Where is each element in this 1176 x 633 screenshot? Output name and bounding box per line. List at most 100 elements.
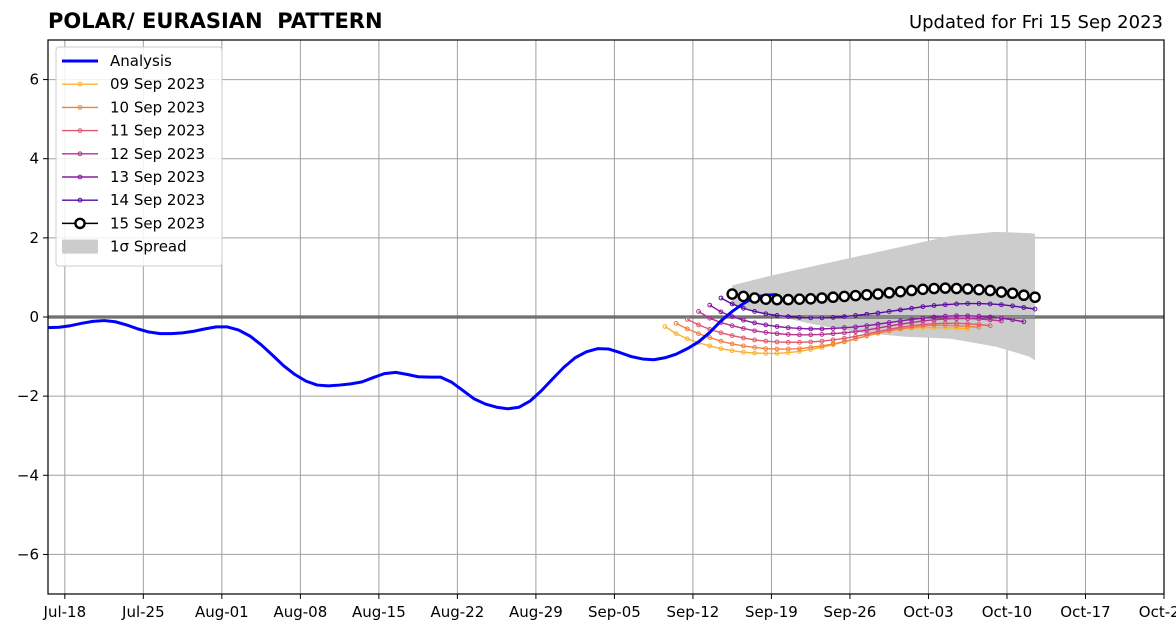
forecast-point: [752, 345, 758, 350]
forecast-point: [797, 339, 802, 345]
forecast-point: [707, 343, 713, 349]
forecast-point: [774, 339, 780, 345]
forecast-point: [740, 305, 746, 311]
forecast-point: [718, 295, 724, 301]
current-forecast-point: [827, 291, 839, 304]
x-tick-label: Sep-19: [745, 603, 798, 621]
current-forecast-point: [849, 289, 862, 302]
forecast-point: [942, 313, 948, 319]
updated-date-label: Updated for Fri 15 Sep 2023: [908, 12, 1163, 33]
forecast-point: [931, 317, 937, 323]
legend-label: 10 Sep 2023: [110, 98, 205, 116]
forecast-point: [954, 316, 959, 321]
forecast-point: [673, 331, 679, 337]
current-forecast-point: [973, 283, 985, 296]
forecast-point: [1032, 306, 1038, 312]
current-forecast-point: [760, 293, 772, 305]
forecast-point: [830, 331, 836, 337]
forecast-point: [841, 335, 847, 341]
current-forecast-point: [961, 283, 974, 295]
forecast-point: [729, 348, 735, 354]
y-tick-label: 0: [29, 308, 39, 326]
forecast-point: [875, 321, 881, 327]
x-tick-label: Oct-17: [1060, 603, 1110, 621]
forecast-point: [808, 315, 814, 321]
current-forecast-point: [816, 292, 828, 304]
forecast-point: [718, 338, 724, 344]
current-forecast-point: [726, 288, 738, 300]
forecast-point: [886, 320, 892, 325]
forecast-point: [718, 346, 724, 352]
forecast-point: [774, 351, 780, 356]
current-forecast-point: [793, 293, 806, 305]
forecast-line: [698, 310, 1002, 336]
forecast-line: [709, 304, 1024, 330]
forecast-point: [752, 328, 758, 334]
current-forecast-point: [928, 282, 940, 295]
forecast-point: [718, 330, 724, 336]
forecast-point: [965, 316, 971, 321]
x-tick-label: Aug-08: [273, 603, 327, 621]
forecast-point: [886, 326, 892, 332]
forecast-point: [841, 325, 847, 331]
forecast-point: [841, 330, 847, 336]
forecast-point: [797, 349, 802, 354]
forecast-point: [987, 323, 993, 329]
chart-title: POLAR/ EURASIAN PATTERN: [48, 9, 383, 33]
forecast-point: [696, 322, 701, 328]
forecast-line: [720, 297, 1036, 319]
forecast-point: [684, 326, 690, 332]
current-forecast-point: [872, 288, 884, 300]
legend-swatch-marker: [77, 151, 83, 157]
forecast-point: [763, 311, 769, 317]
current-forecast-point: [917, 283, 929, 296]
forecast-point: [808, 332, 814, 338]
forecast-point: [774, 324, 780, 329]
legend-swatch-marker: [77, 174, 83, 180]
forecast-point: [707, 315, 713, 321]
forecast-point: [998, 315, 1004, 321]
legend-label: 12 Sep 2023: [110, 145, 205, 163]
forecast-point: [853, 313, 858, 318]
forecast-point: [954, 313, 959, 319]
forecast-point: [909, 323, 915, 329]
current-forecast-point: [939, 282, 952, 294]
forecast-point: [976, 301, 982, 306]
forecast-point: [965, 321, 971, 327]
forecast-point: [1021, 305, 1027, 310]
current-forecast-point: [1017, 289, 1030, 302]
forecast-point: [853, 324, 858, 330]
forecast-point: [898, 307, 903, 313]
forecast-point: [673, 320, 679, 326]
legend-swatch-marker: [77, 105, 83, 110]
forecast-point: [942, 320, 948, 326]
forecast-point: [707, 302, 713, 308]
forecast-point: [886, 309, 892, 314]
forecast-point: [819, 326, 825, 332]
forecast-point: [752, 309, 758, 314]
current-forecast-point: [748, 292, 761, 304]
forecast-point: [920, 318, 926, 324]
forecast-point: [774, 346, 780, 352]
legend-box: [55, 46, 223, 267]
forecast-point: [740, 326, 746, 331]
forecast-point: [987, 314, 993, 320]
forecast-point: [864, 323, 870, 329]
current-forecast-point: [995, 286, 1008, 298]
forecast-point: [808, 345, 814, 350]
forecast-point: [729, 323, 735, 329]
forecast-point: [976, 324, 982, 330]
forecast-point: [785, 332, 791, 337]
forecast-point: [729, 301, 735, 307]
current-forecast-point: [838, 290, 851, 303]
forecast-point: [830, 314, 836, 320]
forecast-point: [729, 341, 735, 347]
forecast-point: [942, 316, 948, 322]
current-forecast-point: [1029, 291, 1041, 304]
forecast-point: [942, 302, 948, 308]
forecast-point: [954, 301, 959, 307]
forecast-point: [898, 324, 903, 330]
forecast-point: [853, 329, 858, 335]
legend-swatch-spread: [62, 239, 98, 254]
